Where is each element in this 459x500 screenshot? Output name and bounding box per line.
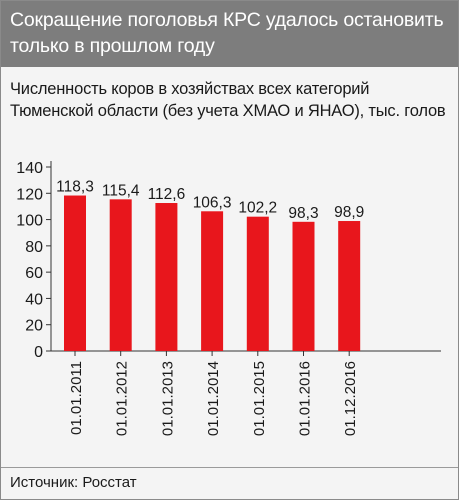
x-tick-label: 01.01.2014 — [205, 361, 222, 436]
data-label: 115,4 — [102, 182, 140, 199]
bar — [64, 195, 86, 351]
bar — [292, 221, 315, 351]
bar — [155, 203, 178, 351]
bar — [246, 216, 269, 351]
y-tick-label: 20 — [25, 318, 43, 335]
y-tick-label: 100 — [16, 213, 43, 230]
y-tick-label: 120 — [16, 186, 43, 203]
data-label: 98,3 — [288, 205, 318, 222]
y-tick-label: 0 — [34, 344, 43, 361]
data-label: 112,6 — [148, 186, 186, 203]
data-label: 102,2 — [238, 200, 277, 217]
x-tick-label: 01.12.2016 — [342, 361, 359, 436]
bar — [338, 221, 361, 351]
data-label: 118,3 — [56, 179, 94, 196]
headline: Сокращение поголовья КРС удалось останов… — [10, 9, 444, 57]
bar — [201, 211, 224, 351]
bar-chart: 0 20 40 60 80 100 120 140 118,3 01.01.2011 115,4 01… — [16, 160, 441, 436]
footer-divider — [1, 467, 458, 468]
source-note: Источник: Росстат — [10, 474, 137, 491]
y-tick-label: 80 — [25, 239, 43, 256]
x-tick-label: 01.01.2011 — [68, 361, 85, 435]
chart-title: Численность коров в хозяйствах всех кате… — [10, 80, 446, 120]
x-tick-label: 01.01.2015 — [251, 361, 268, 436]
y-tick-label: 140 — [16, 160, 43, 177]
x-tick-label: 01.01.2016 — [297, 361, 314, 436]
data-label: 106,3 — [193, 194, 232, 211]
x-tick-label: 01.01.2013 — [159, 361, 176, 436]
x-tick-label: 01.01.2012 — [114, 361, 131, 436]
y-tick-label: 40 — [25, 291, 43, 308]
bar — [109, 199, 132, 351]
y-tick-label: 60 — [25, 265, 43, 282]
header-banner: Сокращение поголовья КРС удалось останов… — [1, 1, 458, 67]
data-label: 98,9 — [334, 204, 364, 221]
